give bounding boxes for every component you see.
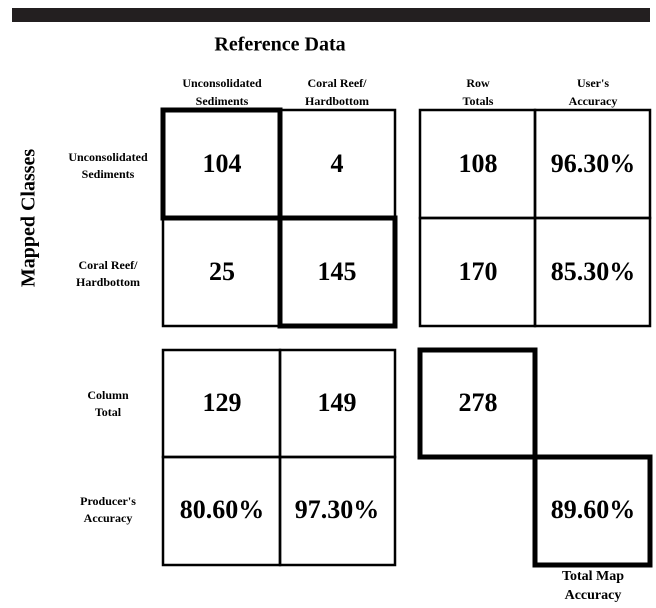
total-accuracy-border <box>532 454 653 568</box>
column-header: Accuracy <box>569 94 618 108</box>
column-header: Hardbottom <box>305 94 369 108</box>
column-header: Totals <box>463 94 494 108</box>
cell-value: 4 <box>331 149 344 178</box>
row-label: Accuracy <box>84 511 133 525</box>
cell-value: 145 <box>318 257 357 286</box>
column-header: Sediments <box>196 94 249 108</box>
row-total: 170 <box>459 257 498 286</box>
cell-border <box>533 216 652 328</box>
column-header: Row <box>466 76 490 90</box>
row-axis-title: Mapped Classes <box>18 149 40 288</box>
row-label: Unconsolidated <box>68 150 148 164</box>
total-label: Total Map <box>562 569 624 584</box>
column-header: User's <box>577 76 609 90</box>
grand-total: 278 <box>459 388 498 417</box>
producers-accuracy: 97.30% <box>295 495 380 524</box>
row-label: Sediments <box>82 167 135 181</box>
column-header: Unconsolidated <box>182 76 262 90</box>
column-header: Coral Reef/ <box>308 76 368 90</box>
diagonal-cell-border <box>160 107 283 221</box>
row-label: Producer's <box>80 494 136 508</box>
cell-value: 104 <box>203 149 242 178</box>
column-total: 129 <box>203 388 242 417</box>
column-total: 149 <box>318 388 357 417</box>
users-accuracy: 85.30% <box>551 257 636 286</box>
row-total: 108 <box>459 149 498 178</box>
producers-accuracy: 80.60% <box>180 495 265 524</box>
cell-border <box>278 455 397 567</box>
row-label: Column <box>87 388 129 402</box>
top-bar <box>12 8 650 22</box>
diagonal-cell-border <box>277 215 398 329</box>
row-label: Total <box>95 405 122 419</box>
row-label: Coral Reef/ <box>79 258 139 272</box>
row-label: Hardbottom <box>76 275 140 289</box>
title: Reference Data <box>214 34 345 56</box>
users-accuracy: 96.30% <box>551 149 636 178</box>
total-map-accuracy: 89.60% <box>551 495 636 524</box>
total-label: Accuracy <box>565 588 622 603</box>
total-cell-border <box>417 347 538 460</box>
cell-value: 25 <box>209 257 235 286</box>
